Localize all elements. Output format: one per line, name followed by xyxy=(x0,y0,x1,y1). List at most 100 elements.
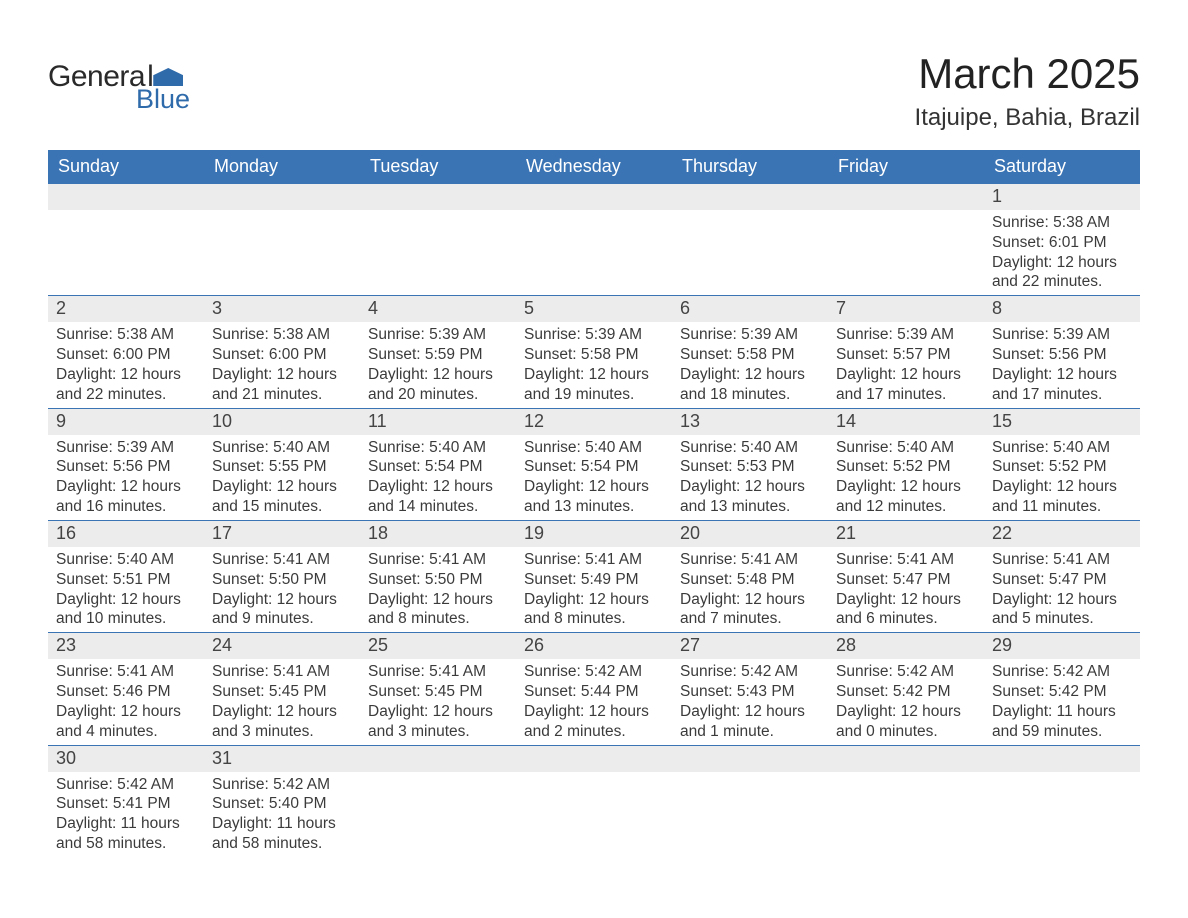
sunset-text: Sunset: 5:58 PM xyxy=(680,345,822,365)
calendar-day-cell xyxy=(672,184,828,295)
sunrise-text: Sunrise: 5:39 AM xyxy=(680,325,822,345)
day-details xyxy=(672,210,828,236)
dow-thursday: Thursday xyxy=(672,150,828,184)
calendar-day-cell: 9Sunrise: 5:39 AMSunset: 5:56 PMDaylight… xyxy=(48,409,204,520)
daylight-text: Daylight: 12 hours and 15 minutes. xyxy=(212,477,354,517)
day-details: Sunrise: 5:38 AMSunset: 6:01 PMDaylight:… xyxy=(984,210,1140,295)
sunrise-text: Sunrise: 5:41 AM xyxy=(368,550,510,570)
sunset-text: Sunset: 5:48 PM xyxy=(680,570,822,590)
calendar-day-cell: 29Sunrise: 5:42 AMSunset: 5:42 PMDayligh… xyxy=(984,633,1140,744)
daylight-text: Daylight: 12 hours and 22 minutes. xyxy=(992,253,1134,293)
calendar-day-cell: 23Sunrise: 5:41 AMSunset: 5:46 PMDayligh… xyxy=(48,633,204,744)
calendar-day-cell: 27Sunrise: 5:42 AMSunset: 5:43 PMDayligh… xyxy=(672,633,828,744)
daylight-text: Daylight: 11 hours and 59 minutes. xyxy=(992,702,1134,742)
sunset-text: Sunset: 5:59 PM xyxy=(368,345,510,365)
location-subtitle: Itajuipe, Bahia, Brazil xyxy=(915,104,1140,132)
sunset-text: Sunset: 5:46 PM xyxy=(56,682,198,702)
day-details: Sunrise: 5:40 AMSunset: 5:52 PMDaylight:… xyxy=(828,435,984,520)
day-details: Sunrise: 5:39 AMSunset: 5:56 PMDaylight:… xyxy=(48,435,204,520)
day-number: 8 xyxy=(984,296,1140,322)
sunrise-text: Sunrise: 5:40 AM xyxy=(836,438,978,458)
sunrise-text: Sunrise: 5:39 AM xyxy=(368,325,510,345)
daylight-text: Daylight: 12 hours and 12 minutes. xyxy=(836,477,978,517)
day-number: 21 xyxy=(828,521,984,547)
sunset-text: Sunset: 5:43 PM xyxy=(680,682,822,702)
sunrise-text: Sunrise: 5:41 AM xyxy=(680,550,822,570)
title-block: March 2025 Itajuipe, Bahia, Brazil xyxy=(915,50,1140,132)
daylight-text: Daylight: 12 hours and 22 minutes. xyxy=(56,365,198,405)
day-details: Sunrise: 5:42 AMSunset: 5:40 PMDaylight:… xyxy=(204,772,360,857)
dow-saturday: Saturday xyxy=(984,150,1140,184)
day-number xyxy=(516,746,672,772)
calendar-day-cell: 28Sunrise: 5:42 AMSunset: 5:42 PMDayligh… xyxy=(828,633,984,744)
day-details xyxy=(516,772,672,798)
calendar-day-cell: 11Sunrise: 5:40 AMSunset: 5:54 PMDayligh… xyxy=(360,409,516,520)
calendar-week: 23Sunrise: 5:41 AMSunset: 5:46 PMDayligh… xyxy=(48,633,1140,745)
sunset-text: Sunset: 6:00 PM xyxy=(56,345,198,365)
day-number: 24 xyxy=(204,633,360,659)
sunset-text: Sunset: 5:55 PM xyxy=(212,457,354,477)
calendar-day-cell xyxy=(516,746,672,857)
day-number xyxy=(828,184,984,210)
day-number xyxy=(360,746,516,772)
calendar-day-cell: 18 Sunrise: 5:41 AMSunset: 5:50 PMDayligh… xyxy=(360,521,516,632)
day-details: Sunrise: 5:41 AMSunset: 5:50 PMDaylight:… xyxy=(204,547,360,632)
sunrise-text: Sunrise: 5:38 AM xyxy=(992,213,1134,233)
calendar-day-cell xyxy=(48,184,204,295)
daylight-text: Daylight: 12 hours and 16 minutes. xyxy=(56,477,198,517)
day-number xyxy=(984,746,1140,772)
sunset-text: Sunset: 5:52 PM xyxy=(836,457,978,477)
calendar-week: 9Sunrise: 5:39 AMSunset: 5:56 PMDaylight… xyxy=(48,409,1140,521)
sunrise-text: Sunrise: 5:42 AM xyxy=(992,662,1134,682)
calendar-day-cell: 31Sunrise: 5:42 AMSunset: 5:40 PMDayligh… xyxy=(204,746,360,857)
day-number: 14 xyxy=(828,409,984,435)
day-number: 5 xyxy=(516,296,672,322)
day-number: 28 xyxy=(828,633,984,659)
sunset-text: Sunset: 5:40 PM xyxy=(212,794,354,814)
day-number: 15 xyxy=(984,409,1140,435)
day-details: Sunrise: 5:42 AMSunset: 5:43 PMDaylight:… xyxy=(672,659,828,744)
calendar-day-cell: 25Sunrise: 5:41 AMSunset: 5:45 PMDayligh… xyxy=(360,633,516,744)
month-title: March 2025 xyxy=(915,50,1140,98)
sunrise-text: Sunrise: 5:40 AM xyxy=(992,438,1134,458)
dow-sunday: Sunday xyxy=(48,150,204,184)
calendar-day-cell xyxy=(360,184,516,295)
calendar-week: 1Sunrise: 5:38 AMSunset: 6:01 PMDaylight… xyxy=(48,184,1140,296)
brand-name-part1: Genera xyxy=(48,60,145,94)
sunset-text: Sunset: 5:58 PM xyxy=(524,345,666,365)
calendar-day-cell: 30Sunrise: 5:42 AMSunset: 5:41 PMDayligh… xyxy=(48,746,204,857)
daylight-text: Daylight: 12 hours and 21 minutes. xyxy=(212,365,354,405)
calendar-day-cell: 12Sunrise: 5:40 AMSunset: 5:54 PMDayligh… xyxy=(516,409,672,520)
calendar-week: 30Sunrise: 5:42 AMSunset: 5:41 PMDayligh… xyxy=(48,746,1140,857)
sunset-text: Sunset: 5:50 PM xyxy=(368,570,510,590)
dow-tuesday: Tuesday xyxy=(360,150,516,184)
calendar-day-cell xyxy=(204,184,360,295)
day-details: Sunrise: 5:41 AMSunset: 5:48 PMDaylight:… xyxy=(672,547,828,632)
daylight-text: Daylight: 12 hours and 7 minutes. xyxy=(680,590,822,630)
day-details: Sunrise: 5:39 AMSunset: 5:57 PMDaylight:… xyxy=(828,322,984,407)
sunset-text: Sunset: 5:45 PM xyxy=(368,682,510,702)
daylight-text: Daylight: 12 hours and 20 minutes. xyxy=(368,365,510,405)
brand-logo: Genera l Blue xyxy=(48,60,190,115)
daylight-text: Daylight: 12 hours and 17 minutes. xyxy=(836,365,978,405)
day-details: Sunrise: 5:40 AMSunset: 5:53 PMDaylight:… xyxy=(672,435,828,520)
daylight-text: Daylight: 12 hours and 13 minutes. xyxy=(680,477,822,517)
daylight-text: Daylight: 12 hours and 1 minute. xyxy=(680,702,822,742)
sunrise-text: Sunrise: 5:40 AM xyxy=(56,550,198,570)
sunset-text: Sunset: 5:49 PM xyxy=(524,570,666,590)
daylight-text: Daylight: 11 hours and 58 minutes. xyxy=(212,814,354,854)
sunrise-text: Sunrise: 5:41 AM xyxy=(212,550,354,570)
calendar-day-cell: 15Sunrise: 5:40 AMSunset: 5:52 PMDayligh… xyxy=(984,409,1140,520)
daylight-text: Daylight: 12 hours and 8 minutes. xyxy=(368,590,510,630)
sunset-text: Sunset: 6:01 PM xyxy=(992,233,1134,253)
day-number xyxy=(204,184,360,210)
calendar-day-cell: 4Sunrise: 5:39 AMSunset: 5:59 PMDaylight… xyxy=(360,296,516,407)
day-number: 18 xyxy=(360,521,516,547)
day-number xyxy=(48,184,204,210)
daylight-text: Daylight: 12 hours and 11 minutes. xyxy=(992,477,1134,517)
day-of-week-header: Sunday Monday Tuesday Wednesday Thursday… xyxy=(48,150,1140,184)
daylight-text: Daylight: 12 hours and 10 minutes. xyxy=(56,590,198,630)
calendar-day-cell: 16Sunrise: 5:40 AMSunset: 5:51 PMDayligh… xyxy=(48,521,204,632)
daylight-text: Daylight: 12 hours and 14 minutes. xyxy=(368,477,510,517)
sunrise-text: Sunrise: 5:41 AM xyxy=(368,662,510,682)
